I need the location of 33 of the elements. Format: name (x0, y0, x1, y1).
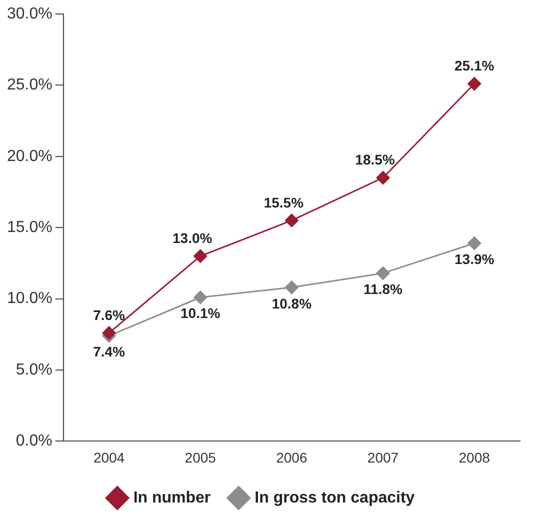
point (468, 77, 482, 91)
point (194, 249, 208, 263)
y-tick-label: 15.0% (6, 219, 52, 236)
x-tick-label: 2007 (367, 449, 399, 466)
data-label: 15.5% (264, 194, 304, 210)
data-label: 25.1% (454, 58, 495, 74)
point (102, 326, 116, 340)
y-tick-label: 20.0% (6, 148, 52, 165)
data-label: 10.1% (180, 305, 221, 322)
point (194, 290, 208, 304)
data-label: 18.5% (355, 152, 396, 168)
x-tick-label: 2005 (184, 449, 216, 466)
data-label: 10.8% (272, 295, 312, 312)
x-tick-label: 2008 (458, 449, 490, 466)
y-tick-label: 0.0% (16, 432, 52, 450)
data-label: 13.9% (454, 251, 495, 268)
data-label: 13.0% (172, 230, 213, 246)
point (468, 236, 482, 250)
point (376, 171, 390, 185)
point (376, 266, 390, 280)
legend-label: In number (133, 489, 211, 506)
y-tick-label: 30.0% (6, 5, 52, 22)
legend-label: In gross ton capacity (254, 489, 415, 506)
x-tick-label: 2004 (93, 449, 125, 466)
data-label: 7.4% (93, 344, 126, 360)
point (284, 214, 298, 228)
y-tick-label: 25.0% (6, 76, 52, 94)
x-tick-label: 2006 (276, 449, 308, 466)
point (284, 280, 298, 294)
y-tick-label: 5.0% (16, 361, 52, 378)
data-label: 7.6% (93, 306, 126, 323)
data-label: 11.8% (364, 281, 404, 298)
y-tick-label: 10.0% (6, 290, 52, 308)
